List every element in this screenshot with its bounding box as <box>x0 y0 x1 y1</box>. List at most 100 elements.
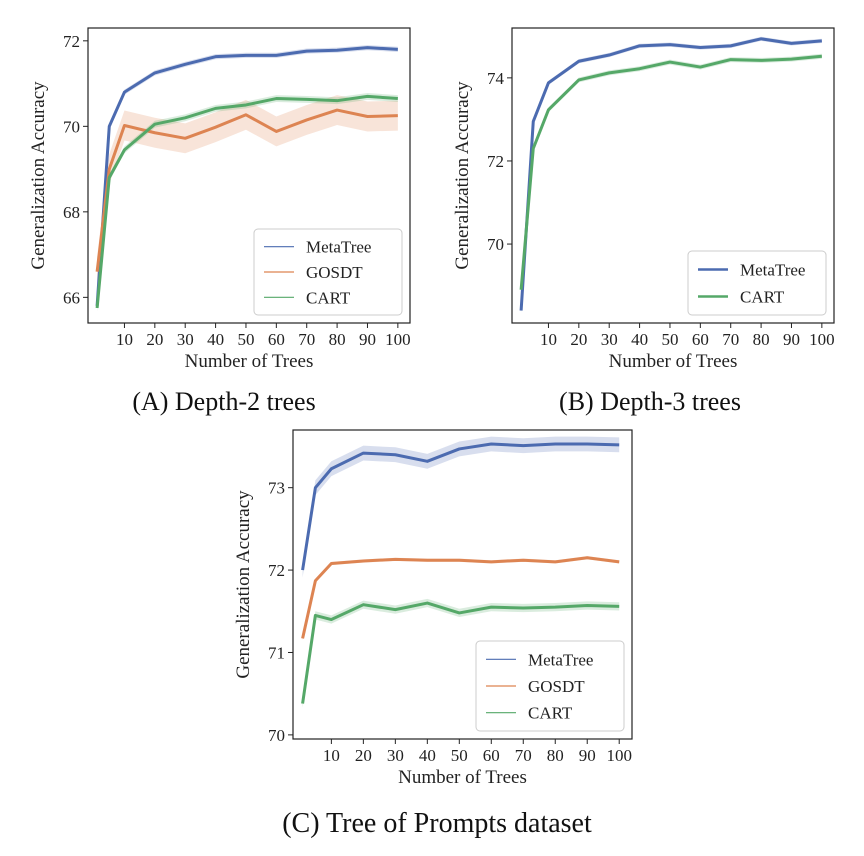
x-tick-label: 40 <box>419 746 436 765</box>
x-tick: 50 <box>237 323 254 349</box>
x-tick-label: 60 <box>268 330 285 349</box>
x-tick: 70 <box>298 323 315 349</box>
x-tick-label: 10 <box>540 330 557 349</box>
legend-box <box>475 640 625 732</box>
plot-frame <box>511 27 835 324</box>
legend-label-cart: CART <box>528 704 573 723</box>
x-tick-label: 30 <box>177 330 194 349</box>
x-tick: 30 <box>601 323 618 349</box>
x-axis-label: Number of Trees <box>398 767 527 788</box>
y-tick: 72 <box>63 32 88 51</box>
y-tick: 68 <box>63 203 88 222</box>
y-axis-label: Generalization Accuracy <box>233 490 254 679</box>
x-tick-label: 10 <box>116 330 133 349</box>
x-tick-label: 70 <box>722 330 739 349</box>
y-tick: 70 <box>63 117 88 136</box>
x-tick-label: 50 <box>661 330 678 349</box>
series-line-gosdt <box>301 556 620 639</box>
x-tick-label: 40 <box>207 330 224 349</box>
x-tick-label: 70 <box>298 330 315 349</box>
x-tick-label: 90 <box>783 330 800 349</box>
caption-b: (B) Depth-3 trees <box>559 387 741 416</box>
confidence-band-metatree <box>302 436 620 578</box>
confidence-band-gosdt <box>302 556 620 641</box>
x-tick: 50 <box>451 739 468 765</box>
legend-label-metatree: MetaTree <box>528 650 593 669</box>
x-tick: 100 <box>606 739 632 765</box>
y-axis-label: Generalization Accuracy <box>452 81 473 270</box>
x-tick: 20 <box>570 323 587 349</box>
x-tick: 60 <box>268 323 285 349</box>
x-axis-label: Number of Trees <box>609 351 738 372</box>
x-tick: 30 <box>387 739 404 765</box>
x-tick-label: 50 <box>451 746 468 765</box>
x-tick-label: 30 <box>387 746 404 765</box>
x-tick-label: 90 <box>579 746 596 765</box>
x-tick: 10 <box>116 323 133 349</box>
x-tick: 10 <box>323 739 340 765</box>
y-tick: 66 <box>63 288 88 307</box>
x-tick-label: 100 <box>385 330 411 349</box>
x-tick: 50 <box>661 323 678 349</box>
x-tick-label: 90 <box>359 330 376 349</box>
y-tick-label: 72 <box>268 561 285 580</box>
x-tick: 70 <box>515 739 532 765</box>
caption-a: (A) Depth-2 trees <box>132 387 315 416</box>
x-tick-label: 20 <box>570 330 587 349</box>
y-tick: 73 <box>268 479 293 498</box>
confidence-band-gosdt <box>97 95 398 287</box>
x-tick-label: 100 <box>809 330 835 349</box>
x-tick: 80 <box>753 323 770 349</box>
x-tick: 10 <box>540 323 557 349</box>
x-tick-label: 60 <box>692 330 709 349</box>
legend-label-cart: CART <box>306 288 351 307</box>
y-tick: 72 <box>268 561 293 580</box>
legend: MetaTree GOSDT CART <box>475 640 625 732</box>
chart-tree-of-prompts: 10 20 30 40 50 60 70 80 90 100 70 71 72 73 Number of T… <box>233 429 633 788</box>
y-tick-label: 68 <box>63 203 80 222</box>
legend: MetaTree GOSDT CART <box>253 228 403 316</box>
x-tick-label: 80 <box>753 330 770 349</box>
legend-label-gosdt: GOSDT <box>528 677 585 696</box>
x-tick: 40 <box>419 739 436 765</box>
y-tick-label: 71 <box>268 643 285 662</box>
x-tick-label: 20 <box>146 330 163 349</box>
x-tick: 30 <box>177 323 194 349</box>
y-axis-label: Generalization Accuracy <box>28 81 49 270</box>
x-tick-label: 70 <box>515 746 532 765</box>
x-tick-label: 30 <box>601 330 618 349</box>
x-tick-label: 100 <box>606 746 632 765</box>
legend-box <box>687 250 827 316</box>
series-line-metatree <box>519 37 822 311</box>
x-tick: 70 <box>722 323 739 349</box>
y-tick-label: 70 <box>487 235 504 254</box>
y-tick: 74 <box>487 69 512 88</box>
y-tick: 72 <box>487 152 512 171</box>
x-tick: 90 <box>579 739 596 765</box>
x-tick: 40 <box>207 323 224 349</box>
y-tick-label: 72 <box>487 152 504 171</box>
x-tick: 90 <box>783 323 800 349</box>
x-tick: 20 <box>355 739 372 765</box>
x-tick-label: 20 <box>355 746 372 765</box>
x-tick-label: 40 <box>631 330 648 349</box>
x-tick: 60 <box>483 739 500 765</box>
series-line-metatree <box>301 442 620 571</box>
y-tick-label: 74 <box>487 69 505 88</box>
plot-frame <box>292 429 633 740</box>
series-line-metatree <box>95 46 398 306</box>
y-tick: 71 <box>268 643 293 662</box>
x-tick: 60 <box>692 323 709 349</box>
y-tick-label: 73 <box>268 479 285 498</box>
x-tick: 100 <box>809 323 835 349</box>
legend-label-metatree: MetaTree <box>306 238 371 257</box>
x-tick-label: 50 <box>237 330 254 349</box>
y-tick-label: 72 <box>63 32 80 51</box>
legend-label-gosdt: GOSDT <box>306 263 363 282</box>
x-tick: 20 <box>146 323 163 349</box>
x-axis-label: Number of Trees <box>185 351 314 372</box>
series-line-cart <box>519 54 822 290</box>
x-tick-label: 60 <box>483 746 500 765</box>
series-line-cart <box>95 94 398 309</box>
